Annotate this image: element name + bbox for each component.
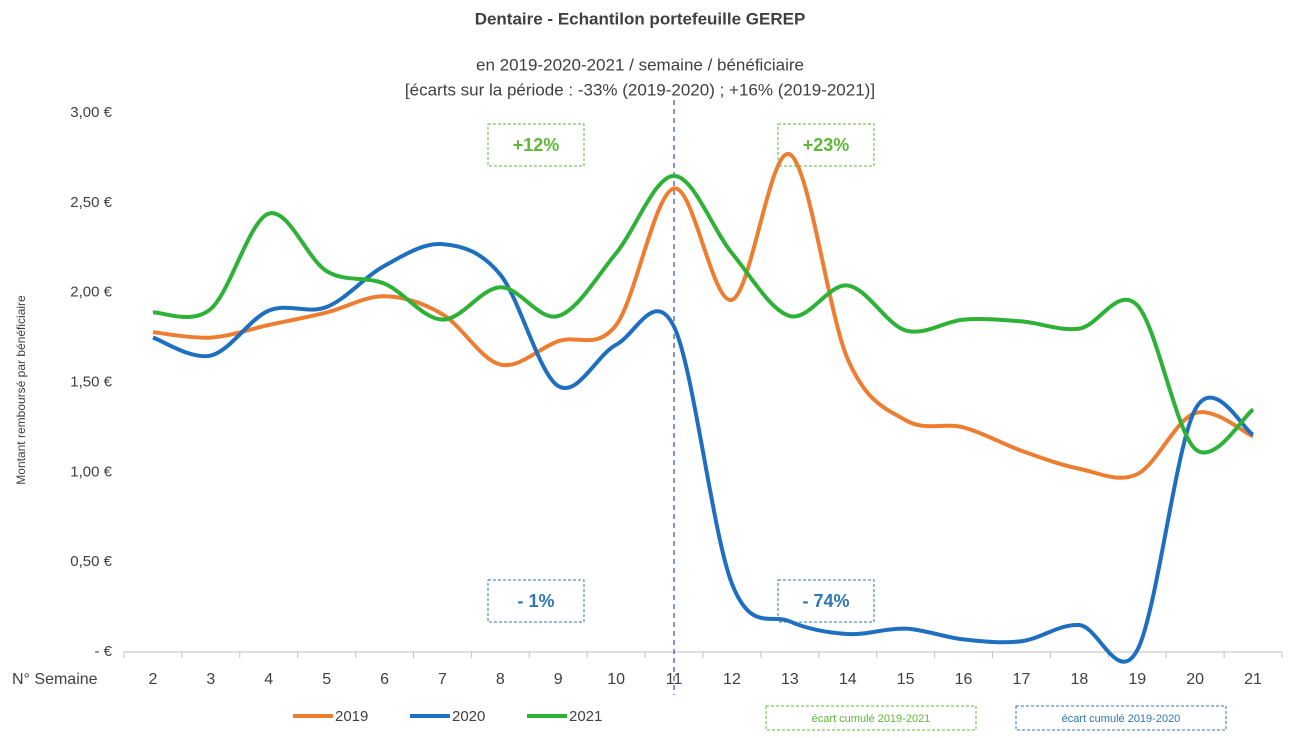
legend-label: 2020 xyxy=(452,708,485,725)
y-axis-title: Montant remboursé par bénéficiaire xyxy=(14,295,28,485)
chart-subtitle: [écarts sur la période : -33% (2019-2020… xyxy=(405,80,875,99)
x-axis-title: N° Semaine xyxy=(12,671,98,688)
y-tick-label: 0,50 € xyxy=(70,553,112,570)
annotation: - 74% xyxy=(802,591,849,611)
x-tick-label: 2 xyxy=(148,671,157,688)
x-tick-label: 7 xyxy=(438,671,447,688)
y-tick-label: 2,00 € xyxy=(70,284,112,301)
annotation-box xyxy=(765,705,977,731)
chart-title: Dentaire - Echantilon portefeuille GEREP xyxy=(475,9,806,28)
x-tick-label: 15 xyxy=(897,671,915,688)
x-tick-label: 4 xyxy=(264,671,273,688)
annotation: +12% xyxy=(513,135,560,155)
x-tick-label: 10 xyxy=(607,671,625,688)
annotation: écart cumulé 2019-2020 xyxy=(1062,713,1181,725)
x-tick-label: 5 xyxy=(322,671,331,688)
y-tick-label: - € xyxy=(94,643,112,660)
chart-subtitle: en 2019-2020-2021 / semaine / bénéficiai… xyxy=(476,55,804,74)
x-tick-label: 3 xyxy=(206,671,215,688)
x-tick-label: 8 xyxy=(496,671,505,688)
y-tick-label: 2,50 € xyxy=(70,194,112,211)
x-tick-label: 9 xyxy=(554,671,563,688)
series-line xyxy=(152,242,1255,664)
annotation: écart cumulé 2019-2021 xyxy=(812,713,931,725)
series-line xyxy=(152,152,1254,480)
annotation: - 1% xyxy=(517,591,554,611)
legend-label: 2019 xyxy=(335,708,368,725)
annotation-box xyxy=(487,123,585,167)
x-tick-label: 17 xyxy=(1013,671,1031,688)
x-tick-label: 16 xyxy=(955,671,973,688)
y-tick-label: 3,00 € xyxy=(70,104,112,121)
legend-label: 2021 xyxy=(569,708,602,725)
annotation-box xyxy=(777,123,875,167)
x-tick-label: 21 xyxy=(1244,671,1262,688)
x-tick-label: 19 xyxy=(1128,671,1146,688)
series-line xyxy=(152,173,1255,455)
x-tick-label: 14 xyxy=(839,671,857,688)
annotation-box xyxy=(487,579,585,623)
annotation-box xyxy=(1015,705,1227,731)
annotation: +23% xyxy=(803,135,850,155)
x-tick-label: 18 xyxy=(1070,671,1088,688)
x-tick-label: 6 xyxy=(380,671,389,688)
y-tick-label: 1,50 € xyxy=(70,373,112,390)
x-tick-label: 20 xyxy=(1186,671,1204,688)
annotation-box xyxy=(777,579,875,623)
x-tick-label: 12 xyxy=(723,671,741,688)
y-tick-label: 1,00 € xyxy=(70,463,112,480)
x-tick-label: 13 xyxy=(781,671,799,688)
